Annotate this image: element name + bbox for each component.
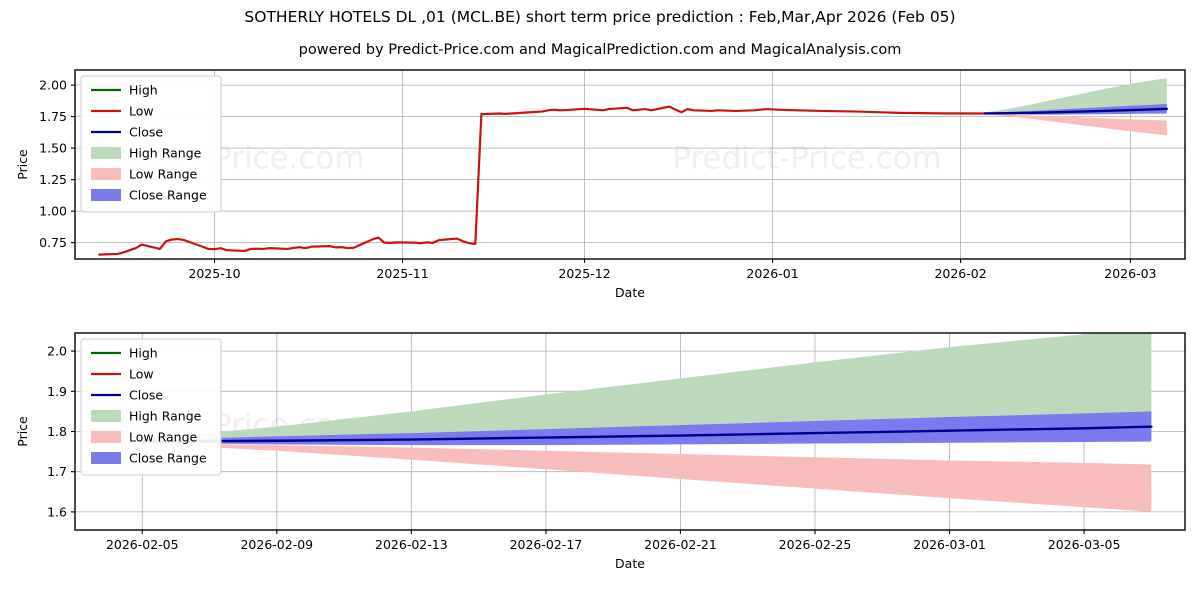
legend-item-label: Close Range <box>129 188 207 203</box>
x-tick-label: 2026-03-05 <box>1048 537 1121 552</box>
top-chart-svg: Predict-Price.com Predict-Price.com0.751.… <box>15 69 1186 300</box>
legend-item-label: High Range <box>129 146 202 161</box>
x-tick-label: 2026-02-25 <box>779 537 852 552</box>
x-tick-label: 2026-02-05 <box>106 537 179 552</box>
legend-item-label: High <box>129 346 158 361</box>
legend-patch-swatch <box>91 431 121 443</box>
y-tick-label: 1.7 <box>47 464 67 479</box>
x-tick-label: 2026-02-17 <box>510 537 583 552</box>
y-tick-label: 1.6 <box>47 504 67 519</box>
chart-legend: High Low Close High Range Low Range Close Ran… <box>80 75 222 213</box>
chart-legend: High Low Close High Range Low Range Close Ran… <box>80 338 222 476</box>
legend-item-label: Low <box>129 367 154 382</box>
legend-item-label: High <box>129 83 158 98</box>
y-tick-label: 2.0 <box>47 344 67 359</box>
gridlines <box>75 70 1185 259</box>
x-axis-label: Date <box>615 556 645 571</box>
top-price-chart: Predict-Price.com Predict-Price.com 0.75 1.… <box>0 62 1200 317</box>
x-tick-label: 2026-03-01 <box>913 537 986 552</box>
legend-patch-swatch <box>91 410 121 422</box>
high-range-band <box>984 78 1167 114</box>
y-tick-label: 1.8 <box>47 424 67 439</box>
legend-patch-swatch <box>91 452 121 464</box>
axes: 0.75 1.00 1.25 1.50 1.75 2.00 2025-10 2025-11 20… <box>15 78 1157 300</box>
legend-patch-swatch <box>91 189 121 201</box>
y-axis-label: Price <box>15 149 30 180</box>
y-tick-label: 1.25 <box>39 172 67 187</box>
high-range-band <box>142 333 1152 441</box>
legend-item-label: Low Range <box>129 167 198 182</box>
x-tick-label: 2025-11 <box>376 266 428 281</box>
x-tick-label: 2026-03 <box>1104 266 1156 281</box>
low-range-band <box>984 113 1167 136</box>
low-range-band <box>142 442 1152 512</box>
y-axis-label: Price <box>15 416 30 447</box>
x-tick-label: 2026-02-21 <box>644 537 717 552</box>
y-tick-label: 1.00 <box>39 204 67 219</box>
bottom-chart-svg: Predict-Price.comPredict-Price.com1.61.7… <box>15 332 1186 571</box>
low-history-line <box>98 105 986 256</box>
x-tick-label: 2025-12 <box>558 266 610 281</box>
y-tick-label: 1.75 <box>39 109 67 124</box>
page-subtitle: powered by Predict-Price.com and Magical… <box>298 42 902 58</box>
page-title: SOTHERLY HOTELS DL ,01 (MCL.BE) short te… <box>244 8 956 26</box>
svg-text:Predict-Price.com: Predict-Price.com <box>672 140 942 176</box>
y-tick-label: 1.9 <box>47 384 67 399</box>
x-tick-label: 2026-02-09 <box>240 537 313 552</box>
x-tick-label: 2026-02 <box>934 266 986 281</box>
y-tick-label: 2.00 <box>39 78 67 93</box>
close-range-band <box>142 411 1152 446</box>
bottom-forecast-chart: Predict-Price.comPredict-Price.com1.61.7… <box>0 325 1200 600</box>
legend-item-label: High Range <box>129 409 202 424</box>
legend-item-label: Low <box>129 104 154 119</box>
legend-item-label: Close <box>129 388 163 403</box>
close-forecast-line <box>983 107 1168 115</box>
x-tick-label: 2025-10 <box>188 266 240 281</box>
y-tick-label: 0.75 <box>39 235 67 250</box>
legend-patch-swatch <box>91 168 121 180</box>
x-axis-label: Date <box>615 285 645 300</box>
legend-patch-swatch <box>91 147 121 159</box>
y-tick-label: 1.50 <box>39 141 67 156</box>
legend-item-label: Close Range <box>129 451 207 466</box>
close-forecast-line <box>141 425 1153 443</box>
legend-item-label: Low Range <box>129 430 198 445</box>
legend-item-label: Close <box>129 125 163 140</box>
x-tick-label: 2026-01 <box>746 266 798 281</box>
x-tick-label: 2026-02-13 <box>375 537 448 552</box>
axes: 1.6 1.7 1.8 1.9 2.0 2026-02-05 2026-02-09 2026-… <box>15 344 1120 571</box>
